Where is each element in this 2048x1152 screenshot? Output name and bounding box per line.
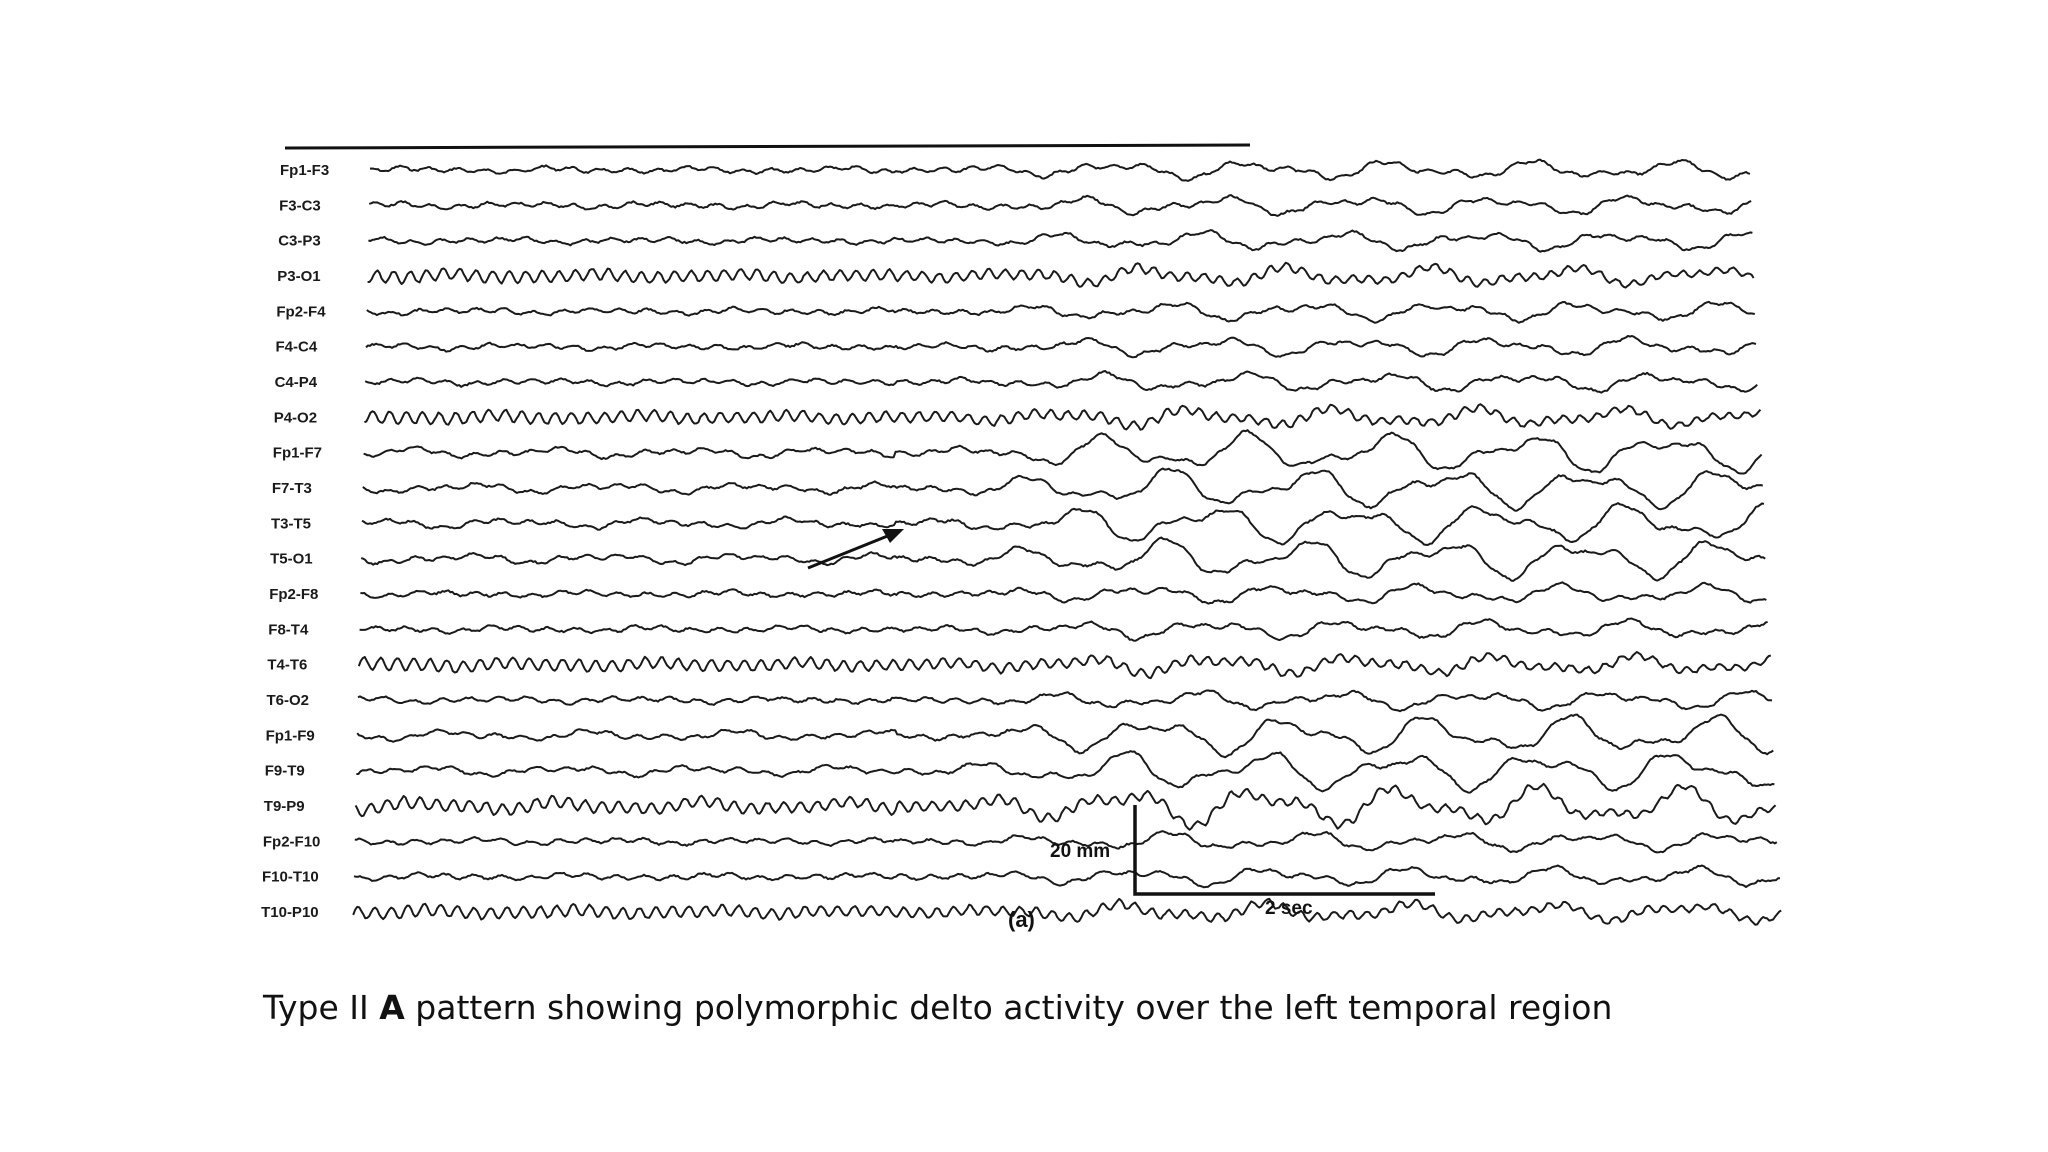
eeg-figure: Fp1-F3 F3-C3 C3-P3 P3-O1 Fp2-F4 F4-C4 C4-P4 P4-…: [250, 140, 1890, 980]
calibration-scale-bar: 20 mm 2 sec: [1050, 805, 1435, 919]
caption-bold: A: [379, 988, 405, 1027]
eeg-trace-p4-o2: [364, 403, 1762, 431]
eeg-trace-t10-p10: [352, 897, 1782, 926]
caption-suffix: pattern showing polymorphic delto activi…: [404, 988, 1613, 1027]
caption-prefix: Type II: [263, 988, 380, 1027]
channel-label: Fp1-F3: [280, 162, 329, 179]
channel-label: T10-P10: [261, 904, 319, 921]
eeg-trace-t3-t5: [361, 502, 1765, 546]
channel-label: Fp1-F7: [273, 445, 322, 462]
eeg-trace-f7-t3: [362, 467, 1764, 512]
eeg-trace-t9-p9: [354, 782, 1777, 831]
channel-label: F8-T4: [268, 621, 309, 638]
amplitude-scale-label: 20 mm: [1050, 841, 1110, 862]
channel-label: T5-O1: [270, 551, 313, 568]
eeg-trace-fp2-f8: [360, 581, 1767, 605]
eeg-trace-fp1-f7: [363, 429, 1763, 475]
arrow-marker: [807, 529, 904, 570]
channel-label: Fp2-F10: [263, 833, 321, 850]
channel-label: P3-O1: [277, 268, 320, 285]
channel-label: Fp2-F4: [276, 303, 326, 320]
channel-label: P4-O2: [274, 409, 317, 426]
eeg-trace-fp1-f3: [369, 158, 1751, 182]
figure-caption: Type II A pattern showing polymorphic de…: [263, 988, 1612, 1027]
eeg-trace-f8-t4: [359, 617, 1768, 642]
channel-label: F7-T3: [272, 480, 312, 497]
channel-label: C3-P3: [278, 233, 321, 250]
channel-label: F3-C3: [279, 197, 321, 214]
channel-label: Fp2-F8: [269, 586, 318, 603]
eeg-trace-c4-p4: [364, 370, 1758, 394]
eeg-trace-p3-o1: [367, 261, 1755, 289]
channel-label: Fp1-F9: [266, 727, 315, 744]
channel-label: F10-T10: [262, 869, 319, 886]
panel-label: (a): [1008, 907, 1035, 932]
channel-label: T9-P9: [264, 798, 305, 815]
eeg-trace-fp2-f10: [354, 830, 1778, 854]
channel-label: T4-T6: [267, 657, 307, 674]
time-scale-label: 2 sec: [1265, 898, 1313, 919]
eeg-trace-c3-p3: [368, 229, 1753, 253]
eeg-trace-f10-t10: [353, 864, 1781, 889]
channel-label: F4-C4: [276, 339, 318, 356]
eeg-trace-plot: Fp1-F3 F3-C3 C3-P3 P3-O1 Fp2-F4 F4-C4 C4-P4 P4-…: [261, 143, 1782, 932]
eeg-trace-f4-c4: [365, 334, 1757, 359]
channel-label: F9-T9: [265, 763, 305, 780]
eeg-trace-f9-t9: [356, 750, 1775, 794]
eeg-trace-t4-t6: [357, 651, 1772, 680]
top-border-line: [284, 143, 1251, 150]
eeg-trace-fp1-f9: [356, 713, 1774, 759]
channel-label: T6-O2: [267, 692, 310, 709]
channel-label: C4-P4: [275, 374, 318, 391]
eeg-trace-fp2-f4: [366, 300, 1755, 324]
eeg-trace-t5-o1: [360, 536, 1766, 582]
eeg-trace-f3-c3: [368, 194, 1752, 217]
eeg-trace-t6-o2: [357, 689, 1773, 713]
channel-label: T3-T5: [271, 515, 311, 532]
